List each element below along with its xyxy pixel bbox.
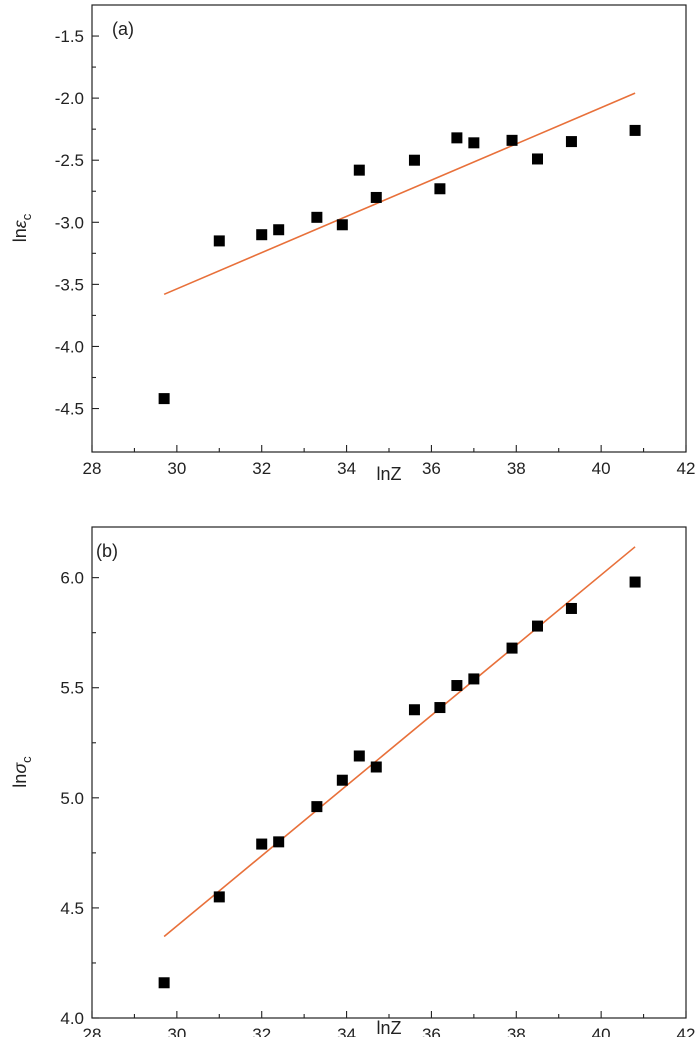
- panel-b-data-point: [256, 838, 268, 850]
- panel-b-x-axis-label: lnZ: [376, 1018, 401, 1037]
- panel-a-x-tick-label: 36: [422, 459, 441, 478]
- panel-b-x-tick-label: 40: [592, 1025, 611, 1037]
- panel-a-data-point: [468, 137, 480, 149]
- panel-a-data-point: [565, 136, 577, 148]
- panel-a-x-ticks: [91, 445, 687, 452]
- panel-a-y-tick-label: -4.0: [55, 337, 84, 356]
- panel-a-y-tick-labels: -4.5 -4.0 -3.5 -3.0 -2.5 -2.0 -1.5: [55, 27, 84, 419]
- panel-a-y-axis-label-prefix: ln: [10, 228, 30, 242]
- panel-a-y-tick-label: -4.5: [55, 400, 84, 419]
- panel-b-x-ticks: [91, 1011, 687, 1018]
- panel-a-fit-layer: [163, 92, 636, 296]
- panel-a-y-tick-label: -3.0: [55, 213, 84, 232]
- panel-b-data-point: [565, 602, 577, 614]
- panel-a-data-point: [408, 154, 420, 166]
- panel-a-y-tick-label: -2.0: [55, 89, 84, 108]
- panel-b-fit-line: [163, 546, 636, 938]
- panel-b-x-tick-label: 36: [422, 1025, 441, 1037]
- panel-a-y-axis-label-symbol: ε: [10, 219, 30, 228]
- panel-a-data-point: [451, 132, 463, 144]
- panel-a-data-point: [434, 183, 446, 195]
- panel-a-x-tick-label: 38: [507, 459, 526, 478]
- panel-b-x-tick-labels: 28 30 32 34 36 38 40 42: [83, 1025, 696, 1037]
- panel-b-data-point: [451, 680, 463, 692]
- panel-a-x-tick-label: 28: [83, 459, 102, 478]
- panel-b-x-tick-label: 38: [507, 1025, 526, 1037]
- panel-a-y-tick-label: -2.5: [55, 151, 84, 170]
- panel-b-x-tick-label: 34: [337, 1025, 356, 1037]
- panel-a-y-axis-label: lnεc: [10, 213, 34, 242]
- panel-a-data-point: [506, 134, 518, 146]
- panel-a-x-axis-label: lnZ: [376, 464, 401, 484]
- panel-b-data-point: [408, 704, 420, 716]
- panel-a-x-tick-label: 32: [252, 459, 271, 478]
- panel-b-data-point: [434, 702, 446, 714]
- panel-a-data-point: [256, 229, 268, 241]
- panel-b-y-tick-label: 5.0: [60, 789, 84, 808]
- panel-a-x-tick-label: 34: [337, 459, 356, 478]
- panel-a-data-point: [311, 211, 323, 223]
- panel-a-x-tick-labels: 28 30 32 34 36 38 40 42: [83, 459, 696, 478]
- panel-a-data-point: [370, 191, 382, 203]
- panel-a-x-tick-label: 40: [592, 459, 611, 478]
- panel-b-data-point: [353, 750, 365, 762]
- panel-a-x-tick-label: 42: [677, 459, 696, 478]
- panel-b: 28 30 32 34 36 38 40 42 4.0 4.5 5.0 5.5 6.0 (b) lnZ…: [10, 526, 696, 1037]
- panel-b-y-tick-label: 6.0: [60, 569, 84, 588]
- panel-b-y-tick-label: 4.0: [60, 1009, 84, 1028]
- panel-b-data-point: [273, 836, 285, 848]
- panel-b-data-point: [336, 774, 348, 786]
- panel-a-data-point: [213, 235, 225, 247]
- panel-b-x-tick-label: 32: [252, 1025, 271, 1037]
- panel-b-y-axis-label-subscript: c: [19, 756, 34, 763]
- panel-a-y-ticks: [92, 35, 99, 410]
- panel-b-y-tick-label: 5.5: [60, 679, 84, 698]
- panel-a-plot-frame: [91, 4, 687, 453]
- panel-a-data-point: [629, 124, 641, 136]
- panel-b-data-point: [370, 761, 382, 773]
- panel-b-y-axis-label: lnσc: [10, 756, 34, 788]
- panel-a-y-axis-label-subscript: c: [19, 213, 34, 220]
- panel-b-y-axis-label-symbol: σ: [10, 762, 30, 774]
- panel-b-y-axis-label-prefix: ln: [10, 774, 30, 788]
- panel-b-plot-frame: [91, 526, 687, 1019]
- panel-a-data-point: [158, 393, 170, 405]
- panel-b-y-tick-label: 4.5: [60, 899, 84, 918]
- panel-b-y-tick-labels: 4.0 4.5 5.0 5.5 6.0: [60, 569, 84, 1028]
- panel-a-fit-line: [163, 92, 636, 296]
- panel-b-fit-layer: [163, 546, 636, 938]
- panel-a-y-tick-label: -3.5: [55, 275, 84, 294]
- panel-a-data-point: [532, 153, 543, 165]
- panel-a-data-point: [336, 219, 348, 231]
- panel-b-data-point: [532, 620, 543, 632]
- panel-a-points: [158, 124, 641, 405]
- panel-b-data-point: [468, 673, 480, 685]
- panel-a-data-point: [353, 164, 365, 176]
- panel-a-data-point: [273, 224, 285, 236]
- panel-b-data-point: [629, 576, 641, 588]
- panel-a-y-tick-label: -1.5: [55, 27, 84, 46]
- panel-b-data-point: [213, 891, 225, 903]
- panel-b-tag: (b): [96, 541, 118, 561]
- panel-b-y-ticks: [92, 577, 99, 1019]
- panel-b-data-point: [506, 642, 518, 654]
- panel-b-x-tick-label: 30: [167, 1025, 186, 1037]
- panel-a: 28 30 32 34 36 38 40 42 -4.5 -4.0 -3.5 -3.0 -2.5 -2.…: [10, 4, 696, 484]
- panel-b-x-tick-label: 28: [83, 1025, 102, 1037]
- panel-b-x-tick-label: 42: [677, 1025, 696, 1037]
- panel-a-x-tick-label: 30: [167, 459, 186, 478]
- panel-b-data-point: [311, 801, 323, 813]
- panel-b-data-point: [158, 977, 170, 989]
- panel-a-tag: (a): [112, 19, 134, 39]
- panel-b-points: [158, 576, 641, 989]
